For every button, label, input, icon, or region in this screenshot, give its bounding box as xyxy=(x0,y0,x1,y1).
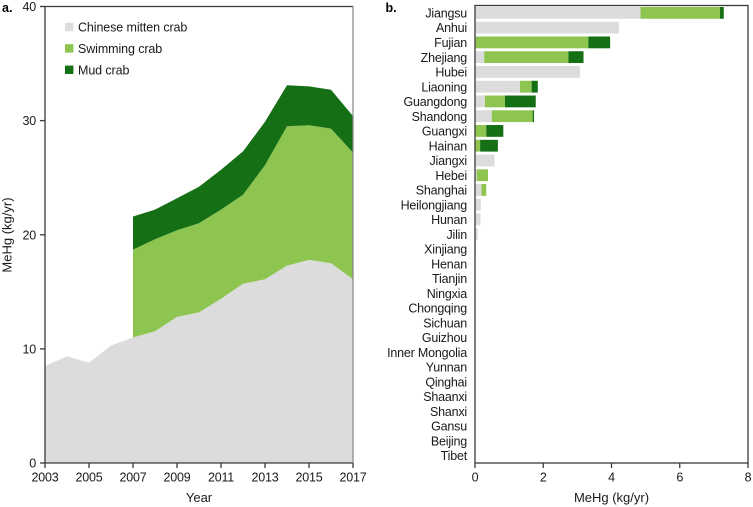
svg-text:a.: a. xyxy=(2,1,12,15)
svg-text:Chongqing: Chongqing xyxy=(408,302,467,316)
svg-text:Hainan: Hainan xyxy=(429,139,468,153)
svg-text:Shanxi: Shanxi xyxy=(430,405,467,419)
svg-text:Qinghai: Qinghai xyxy=(425,375,467,389)
svg-text:Tibet: Tibet xyxy=(441,449,468,463)
svg-text:Mud crab: Mud crab xyxy=(78,63,129,77)
svg-text:2009: 2009 xyxy=(163,471,190,485)
svg-text:Guangdong: Guangdong xyxy=(403,95,467,109)
svg-text:2005: 2005 xyxy=(75,471,102,485)
svg-text:Hebei: Hebei xyxy=(435,169,467,183)
svg-text:MeHg (kg/yr): MeHg (kg/yr) xyxy=(0,197,15,272)
svg-text:2013: 2013 xyxy=(251,471,278,485)
svg-text:Anhui: Anhui xyxy=(436,21,467,35)
svg-text:Jiangsu: Jiangsu xyxy=(425,7,467,21)
svg-text:Liaoning: Liaoning xyxy=(421,80,467,94)
svg-text:10: 10 xyxy=(22,342,36,356)
svg-text:Sichuan: Sichuan xyxy=(423,316,467,330)
svg-text:Hunan: Hunan xyxy=(431,213,467,227)
svg-text:MeHg (kg/yr): MeHg (kg/yr) xyxy=(574,490,649,505)
svg-text:Year: Year xyxy=(186,490,213,505)
svg-text:Tianjin: Tianjin xyxy=(432,272,467,286)
svg-text:0: 0 xyxy=(472,471,479,485)
svg-text:Shandong: Shandong xyxy=(412,110,468,124)
svg-text:Guangxi: Guangxi xyxy=(422,125,467,139)
svg-text:Ningxia: Ningxia xyxy=(427,287,468,301)
svg-text:2: 2 xyxy=(540,471,547,485)
svg-text:Gansu: Gansu xyxy=(431,420,467,434)
svg-text:40: 40 xyxy=(22,0,36,14)
svg-text:30: 30 xyxy=(22,114,36,128)
svg-text:Inner Mongolia: Inner Mongolia xyxy=(387,346,467,360)
svg-text:Guizhou: Guizhou xyxy=(422,331,467,345)
svg-text:2015: 2015 xyxy=(295,471,322,485)
svg-text:Hubei: Hubei xyxy=(435,66,467,80)
svg-text:2011: 2011 xyxy=(208,471,234,485)
svg-text:Jiangxi: Jiangxi xyxy=(429,154,467,168)
svg-text:2003: 2003 xyxy=(31,471,58,485)
svg-text:Chinese mitten crab: Chinese mitten crab xyxy=(78,21,187,35)
svg-text:20: 20 xyxy=(22,228,36,242)
svg-text:Shaanxi: Shaanxi xyxy=(423,390,467,404)
svg-text:2017: 2017 xyxy=(339,471,366,485)
svg-text:0: 0 xyxy=(29,457,36,471)
svg-text:Yunnan: Yunnan xyxy=(426,361,467,375)
svg-text:b.: b. xyxy=(386,1,397,15)
svg-text:Fujian: Fujian xyxy=(434,36,467,50)
svg-text:Shanghai: Shanghai xyxy=(416,184,467,198)
svg-text:Jilin: Jilin xyxy=(446,228,467,242)
svg-text:4: 4 xyxy=(608,471,615,485)
svg-text:Xinjiang: Xinjiang xyxy=(424,243,467,257)
svg-text:Henan: Henan xyxy=(431,257,467,271)
svg-text:Beijing: Beijing xyxy=(431,435,467,449)
svg-text:2007: 2007 xyxy=(119,471,146,485)
svg-text:Heilongjiang: Heilongjiang xyxy=(401,198,468,212)
svg-text:Swimming crab: Swimming crab xyxy=(78,42,162,56)
svg-text:6: 6 xyxy=(676,471,683,485)
svg-text:8: 8 xyxy=(745,471,752,485)
svg-text:Zhejiang: Zhejiang xyxy=(421,51,468,65)
